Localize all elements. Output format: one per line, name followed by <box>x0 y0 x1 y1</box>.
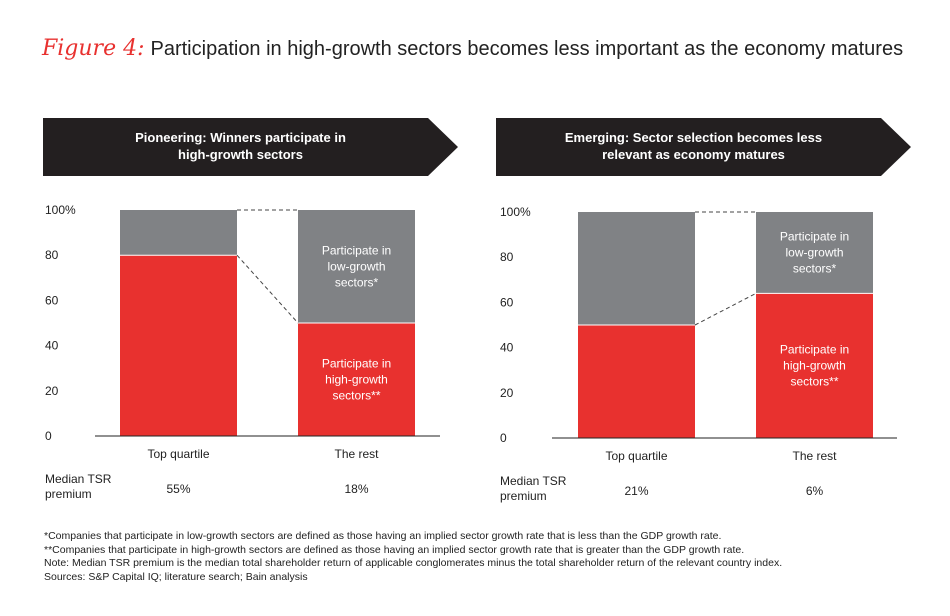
banner-text: Pioneering: Winners participate in high-g… <box>135 130 346 162</box>
banner-arrow <box>496 118 911 176</box>
figure-label: Figure 4: <box>42 36 145 61</box>
y-tick-label: 40 <box>500 341 514 355</box>
tsr-row-label: Median TSR premium <box>45 472 112 501</box>
bar-low-growth <box>120 210 237 256</box>
y-tick-label: 20 <box>45 384 59 398</box>
footnote-note: Note: Median TSR premium is the median t… <box>44 557 783 569</box>
bar-label-high-growth: Participate in high-growth sectors** <box>322 357 391 403</box>
y-tick-label: 80 <box>500 250 514 264</box>
bar-label-low-growth: Participate in low-growth sectors* <box>780 230 849 276</box>
y-tick-label: 60 <box>45 293 59 307</box>
tsr-premium-value: 55% <box>166 482 190 496</box>
tsr-premium-value: 21% <box>624 484 648 498</box>
connector-high-growth <box>236 254 299 324</box>
figure-title-text: Participation in high-growth sectors bec… <box>150 38 904 60</box>
y-tick-label: 0 <box>45 429 52 443</box>
bar-low-growth <box>578 212 695 325</box>
bar-low-growth <box>756 212 873 294</box>
y-tick-label: 40 <box>45 339 59 353</box>
connector-high-growth <box>694 292 757 326</box>
figure-title: Figure 4: Participation in high-growth se… <box>42 36 903 61</box>
footnote-sources: Sources: S&P Capital IQ; literature sear… <box>44 570 308 583</box>
y-tick-label: 100% <box>500 205 531 219</box>
chart-panel-emerging: Emerging: Sector selection becomes less r… <box>496 118 911 503</box>
footnote-low-growth: *Companies that participate in low-growt… <box>44 530 722 542</box>
x-category-label: The rest <box>334 447 379 461</box>
bar-label-low-growth: Participate in low-growth sectors* <box>322 244 391 290</box>
banner-text: Emerging: Sector selection becomes less r… <box>565 130 822 162</box>
y-tick-label: 0 <box>500 431 507 445</box>
x-category-label: Top quartile <box>605 449 667 463</box>
bar-label-high-growth: Participate in high-growth sectors** <box>780 343 849 389</box>
bar-high-growth <box>578 325 695 438</box>
footnotes: *Companies that participate in low-growt… <box>44 530 782 584</box>
tsr-row-label: Median TSR premium <box>500 474 567 503</box>
x-category-label: The rest <box>792 449 837 463</box>
y-tick-label: 60 <box>500 295 514 309</box>
bar-high-growth <box>756 293 873 438</box>
y-tick-label: 100% <box>45 203 76 217</box>
x-category-label: Top quartile <box>147 447 209 461</box>
tsr-premium-value: 6% <box>806 484 824 498</box>
y-tick-label: 80 <box>45 248 59 262</box>
tsr-premium-value: 18% <box>344 482 368 496</box>
footnote-high-growth: **Companies that participate in high-gro… <box>44 543 745 556</box>
y-tick-label: 20 <box>500 386 514 400</box>
bar-low-growth <box>298 210 415 323</box>
bar-high-growth <box>120 255 237 436</box>
bar-high-growth <box>298 323 415 436</box>
chart-panel-pioneering: Pioneering: Winners participate in high-g… <box>43 118 458 501</box>
banner-arrow <box>43 118 458 176</box>
